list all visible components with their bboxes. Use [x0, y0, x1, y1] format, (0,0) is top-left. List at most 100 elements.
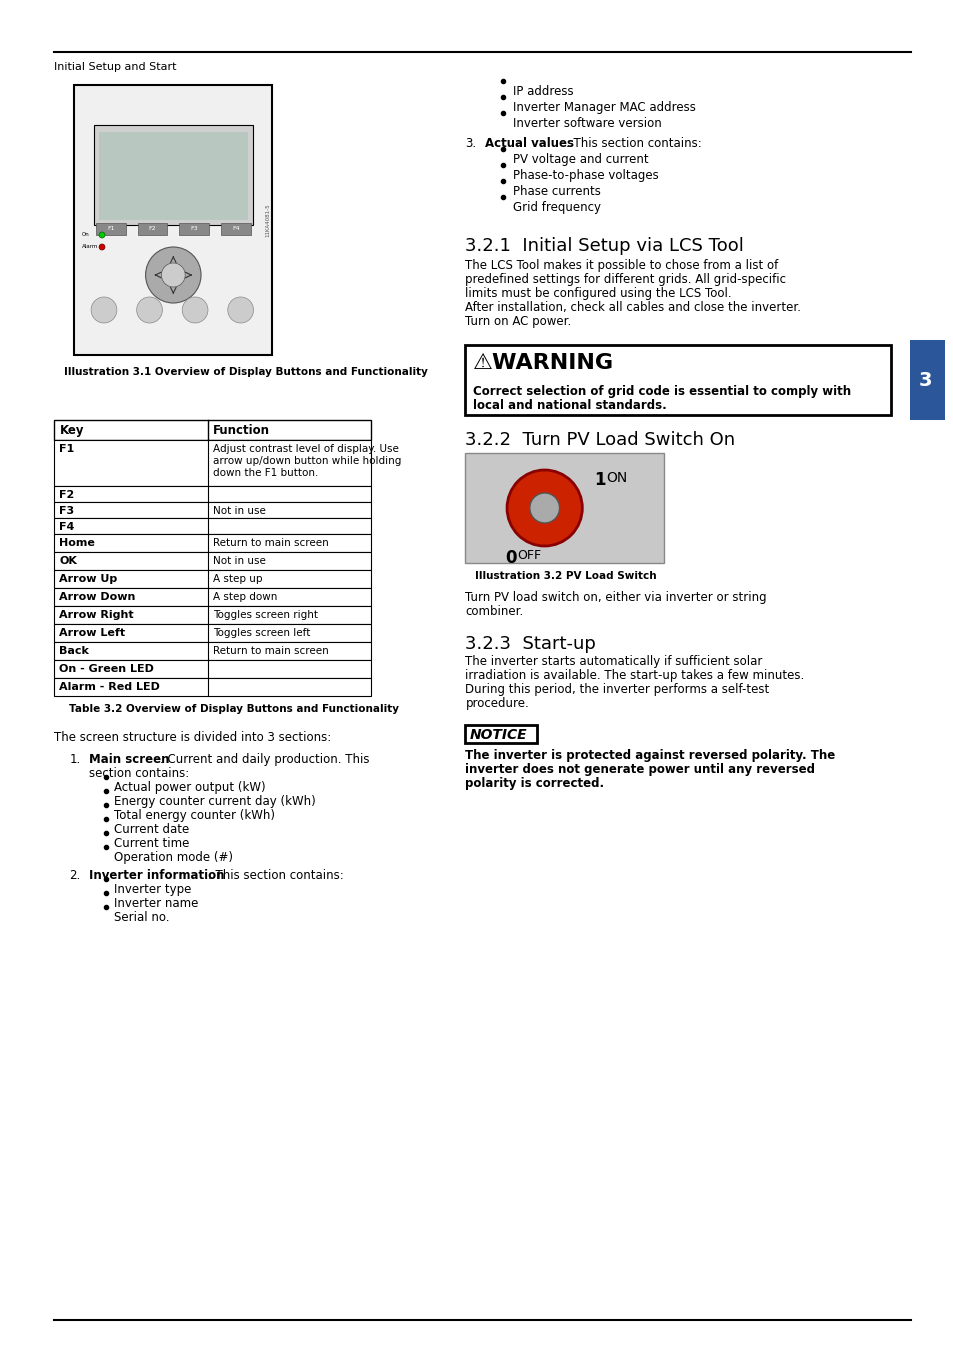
Text: Initial Setup and Start: Initial Setup and Start	[54, 62, 177, 72]
Text: local and national standards.: local and national standards.	[473, 400, 666, 412]
Text: procedure.: procedure.	[465, 697, 529, 710]
Text: Turn PV load switch on, either via inverter or string: Turn PV load switch on, either via inver…	[465, 591, 766, 603]
Text: down the F1 button.: down the F1 button.	[213, 468, 318, 478]
Text: 3.: 3.	[465, 136, 476, 150]
Text: Toggles screen right: Toggles screen right	[213, 610, 317, 620]
Text: Key: Key	[59, 424, 84, 437]
Text: Current time: Current time	[113, 837, 189, 850]
Text: 3.2.1  Initial Setup via LCS Tool: 3.2.1 Initial Setup via LCS Tool	[465, 238, 743, 255]
Text: . Current and daily production. This: . Current and daily production. This	[160, 753, 370, 765]
Text: Energy counter current day (kWh): Energy counter current day (kWh)	[113, 795, 315, 809]
Text: Arrow Left: Arrow Left	[59, 628, 126, 639]
Circle shape	[146, 247, 201, 302]
Text: 2.: 2.	[70, 869, 80, 882]
Bar	[54, 570, 371, 589]
Bar	[465, 725, 537, 743]
Text: Back: Back	[59, 647, 90, 656]
Text: Current date: Current date	[113, 824, 189, 836]
Bar	[96, 223, 126, 235]
Text: Alarm - Red LED: Alarm - Red LED	[59, 682, 160, 693]
Text: 11KA4081-5: 11KA4081-5	[265, 204, 270, 236]
Text: Operation mode (#): Operation mode (#)	[113, 850, 233, 864]
Text: IP address: IP address	[513, 85, 573, 99]
Text: Total energy counter (kWh): Total energy counter (kWh)	[113, 809, 274, 822]
Text: PV voltage and current: PV voltage and current	[513, 153, 648, 166]
Bar	[465, 346, 890, 414]
Text: Actual power output (kW): Actual power output (kW)	[113, 782, 265, 794]
Text: F2: F2	[149, 227, 156, 231]
Text: 3: 3	[917, 370, 931, 390]
Text: Not in use: Not in use	[213, 506, 266, 516]
Text: Home: Home	[59, 539, 95, 548]
Text: Not in use: Not in use	[213, 556, 266, 566]
Text: OFF: OFF	[517, 549, 540, 562]
Text: Phase currents: Phase currents	[513, 185, 600, 198]
Text: Arrow Down: Arrow Down	[59, 593, 135, 602]
Text: Inverter Manager MAC address: Inverter Manager MAC address	[513, 101, 695, 113]
Bar	[54, 486, 371, 502]
Bar	[909, 340, 943, 420]
Text: Illustration 3.1 Overview of Display Buttons and Functionality: Illustration 3.1 Overview of Display But…	[64, 367, 428, 377]
Text: Adjust contrast level of display. Use: Adjust contrast level of display. Use	[213, 444, 398, 454]
Text: F2: F2	[59, 490, 74, 500]
Bar	[179, 223, 209, 235]
Text: Inverter type: Inverter type	[113, 883, 191, 896]
Text: arrow up/down button while holding: arrow up/down button while holding	[213, 456, 401, 466]
Text: inverter does not generate power until any reversed: inverter does not generate power until a…	[465, 763, 815, 776]
Text: F3: F3	[59, 506, 74, 516]
Bar	[465, 454, 663, 563]
Text: F4: F4	[232, 227, 239, 231]
Text: Function: Function	[213, 424, 270, 437]
Text: Actual values: Actual values	[485, 136, 574, 150]
Text: During this period, the inverter performs a self-test: During this period, the inverter perform…	[465, 683, 769, 697]
Bar	[54, 518, 371, 535]
Circle shape	[529, 493, 559, 522]
Bar	[54, 502, 371, 518]
Text: combiner.: combiner.	[465, 605, 523, 618]
Bar	[220, 223, 251, 235]
Bar	[54, 643, 371, 660]
Circle shape	[182, 297, 208, 323]
Text: 0: 0	[504, 549, 516, 567]
Text: limits must be configured using the LCS Tool.: limits must be configured using the LCS …	[465, 288, 731, 300]
Text: The LCS Tool makes it possible to chose from a list of: The LCS Tool makes it possible to chose …	[465, 259, 778, 271]
Text: irradiation is available. The start-up takes a few minutes.: irradiation is available. The start-up t…	[465, 670, 804, 682]
Text: A step up: A step up	[213, 574, 262, 585]
Text: Arrow Up: Arrow Up	[59, 574, 117, 585]
Circle shape	[91, 297, 116, 323]
Text: section contains:: section contains:	[89, 767, 190, 780]
Circle shape	[161, 263, 185, 288]
Text: F1: F1	[59, 444, 74, 454]
Text: A step down: A step down	[213, 593, 277, 602]
Text: On: On	[82, 232, 90, 238]
Circle shape	[99, 244, 105, 250]
Circle shape	[136, 297, 162, 323]
Text: Table 3.2 Overview of Display Buttons and Functionality: Table 3.2 Overview of Display Buttons an…	[70, 703, 399, 714]
Text: 1.: 1.	[70, 753, 80, 765]
Text: Return to main screen: Return to main screen	[213, 647, 329, 656]
Text: Inverter name: Inverter name	[113, 896, 198, 910]
Text: Phase-to-phase voltages: Phase-to-phase voltages	[513, 169, 659, 182]
Bar	[54, 535, 371, 552]
Bar	[94, 126, 253, 225]
Text: On - Green LED: On - Green LED	[59, 664, 154, 674]
Text: NOTICE: NOTICE	[469, 728, 526, 743]
Text: Inverter software version: Inverter software version	[513, 117, 661, 130]
Text: OK: OK	[59, 556, 77, 566]
Text: After installation, check all cables and close the inverter.: After installation, check all cables and…	[465, 301, 801, 315]
Text: Arrow Right: Arrow Right	[59, 610, 134, 620]
Text: Return to main screen: Return to main screen	[213, 539, 329, 548]
Text: . This section contains:: . This section contains:	[208, 869, 343, 882]
Bar	[54, 440, 371, 486]
Bar	[137, 223, 167, 235]
Bar	[54, 606, 371, 624]
Text: Grid frequency: Grid frequency	[513, 201, 600, 215]
Text: 3.2.3  Start-up: 3.2.3 Start-up	[465, 634, 596, 653]
Text: The inverter starts automatically if sufficient solar: The inverter starts automatically if suf…	[465, 655, 762, 668]
Text: polarity is corrected.: polarity is corrected.	[465, 778, 604, 790]
Text: . This section contains:: . This section contains:	[566, 136, 701, 150]
Bar	[54, 624, 371, 643]
Text: F1: F1	[107, 227, 114, 231]
Bar	[74, 85, 272, 355]
Text: Inverter information: Inverter information	[89, 869, 224, 882]
